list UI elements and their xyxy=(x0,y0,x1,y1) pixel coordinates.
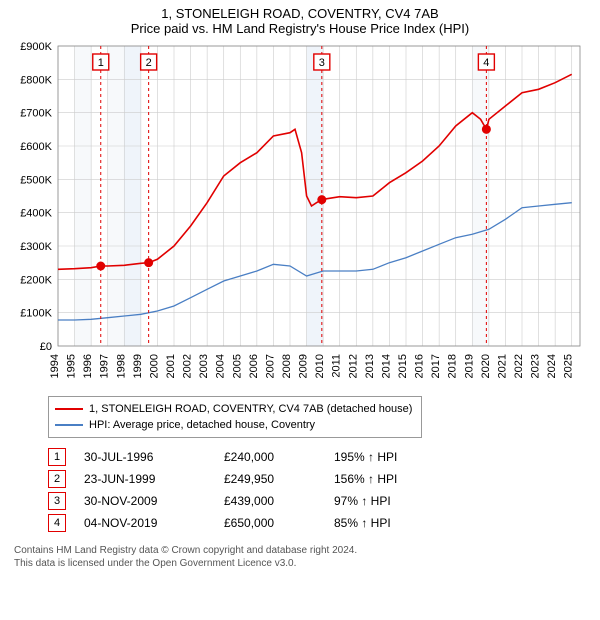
marker-number: 2 xyxy=(146,57,152,69)
marker-dot xyxy=(317,195,326,204)
y-tick-label: £600K xyxy=(20,141,52,153)
transaction-marker-box: 1 xyxy=(48,448,66,466)
x-tick-label: 2004 xyxy=(215,354,227,378)
x-tick-label: 1995 xyxy=(66,354,78,378)
transaction-price: £650,000 xyxy=(224,516,334,530)
marker-number: 3 xyxy=(319,57,325,69)
legend-hpi: HPI: Average price, detached house, Cove… xyxy=(55,417,415,433)
transaction-price: £439,000 xyxy=(224,494,334,508)
transaction-hpi: 156% ↑ HPI xyxy=(334,472,397,486)
x-tick-label: 2001 xyxy=(165,354,177,378)
x-tick-label: 2013 xyxy=(364,354,376,378)
x-tick-label: 2006 xyxy=(248,354,260,378)
legend-swatch xyxy=(55,424,83,426)
chart-subtitle: Price paid vs. HM Land Registry's House … xyxy=(0,21,600,36)
x-tick-label: 2019 xyxy=(463,354,475,378)
x-tick-label: 2000 xyxy=(148,354,160,378)
x-tick-label: 2008 xyxy=(281,354,293,378)
legend-main: 1, STONELEIGH ROAD, COVENTRY, CV4 7AB (d… xyxy=(55,401,415,417)
transaction-marker-box: 2 xyxy=(48,470,66,488)
transaction-price: £249,950 xyxy=(224,472,334,486)
x-tick-label: 2021 xyxy=(496,354,508,378)
x-tick-label: 2009 xyxy=(298,354,310,378)
legend-swatch xyxy=(55,408,83,410)
x-tick-label: 2025 xyxy=(563,354,575,378)
x-tick-label: 2020 xyxy=(480,354,492,378)
chart-area: £0 £100K £200K £300K £400K £500K £600K £700K £80… xyxy=(10,40,590,390)
x-tick-label: 2024 xyxy=(546,354,558,378)
chart-svg: £0 £100K £200K £300K £400K £500K £600K £700K £80… xyxy=(10,40,590,390)
x-tick-label: 1996 xyxy=(82,354,94,378)
transaction-table: 1 30-JUL-1996£240,000195% ↑ HPI 2 23-JUN-19… xyxy=(48,446,590,534)
x-tick-label: 2002 xyxy=(182,354,194,378)
x-tick-label: 2015 xyxy=(397,354,409,378)
marker-dot xyxy=(96,262,105,271)
x-tick-label: 2011 xyxy=(331,354,343,378)
shade-band xyxy=(75,46,92,346)
x-tick-label: 2018 xyxy=(447,354,459,378)
legend-label: HPI: Average price, detached house, Cove… xyxy=(89,419,315,431)
chart-title: 1, STONELEIGH ROAD, COVENTRY, CV4 7AB xyxy=(0,6,600,21)
transaction-hpi: 85% ↑ HPI xyxy=(334,516,391,530)
x-tick-label: 2017 xyxy=(430,354,442,378)
transaction-date: 04-NOV-2019 xyxy=(84,516,224,530)
transaction-row: 2 23-JUN-1999£249,950156% ↑ HPI xyxy=(48,468,590,490)
y-tick-label: £700K xyxy=(20,108,52,120)
transaction-row: 3 30-NOV-2009£439,00097% ↑ HPI xyxy=(48,490,590,512)
x-tick-label: 2022 xyxy=(513,354,525,378)
transaction-marker-box: 3 xyxy=(48,492,66,510)
y-tick-label: £300K xyxy=(20,241,52,253)
x-tick-label: 2012 xyxy=(347,354,359,378)
x-tick-label: 1994 xyxy=(49,354,61,378)
transaction-date: 30-NOV-2009 xyxy=(84,494,224,508)
marker-number: 4 xyxy=(483,57,489,69)
y-tick-label: £900K xyxy=(20,41,52,53)
y-tick-label: £200K xyxy=(20,274,52,286)
marker-number: 1 xyxy=(98,57,104,69)
y-tick-label: £100K xyxy=(20,308,52,320)
shade-band xyxy=(108,46,125,346)
y-tick-label: £500K xyxy=(20,174,52,186)
y-tick-label: £0 xyxy=(40,341,52,353)
x-tick-label: 2016 xyxy=(414,354,426,378)
x-tick-label: 1998 xyxy=(115,354,127,378)
legend-label: 1, STONELEIGH ROAD, COVENTRY, CV4 7AB (d… xyxy=(89,403,412,415)
transaction-date: 30-JUL-1996 xyxy=(84,450,224,464)
y-tick-label: £400K xyxy=(20,208,52,220)
page-root: 1, STONELEIGH ROAD, COVENTRY, CV4 7AB Pr… xyxy=(0,0,600,620)
marker-dot xyxy=(144,258,153,267)
x-tick-label: 2003 xyxy=(198,354,210,378)
transaction-date: 23-JUN-1999 xyxy=(84,472,224,486)
x-tick-label: 2023 xyxy=(530,354,542,378)
marker-dot xyxy=(482,125,491,134)
x-tick-label: 1999 xyxy=(132,354,144,378)
legend-box: 1, STONELEIGH ROAD, COVENTRY, CV4 7AB (d… xyxy=(48,396,422,438)
x-tick-label: 2014 xyxy=(380,354,392,378)
transaction-marker-box: 4 xyxy=(48,514,66,532)
transaction-hpi: 97% ↑ HPI xyxy=(334,494,391,508)
transaction-hpi: 195% ↑ HPI xyxy=(334,450,397,464)
footer-text: Contains HM Land Registry data © Crown c… xyxy=(14,544,590,570)
footer-line-2: This data is licensed under the Open Gov… xyxy=(14,557,590,570)
shade-band xyxy=(124,46,141,346)
transaction-price: £240,000 xyxy=(224,450,334,464)
x-tick-label: 2010 xyxy=(314,354,326,378)
footer-line-1: Contains HM Land Registry data © Crown c… xyxy=(14,544,590,557)
x-tick-label: 2007 xyxy=(264,354,276,378)
x-tick-label: 1997 xyxy=(99,354,111,378)
y-tick-label: £800K xyxy=(20,74,52,86)
transaction-row: 1 30-JUL-1996£240,000195% ↑ HPI xyxy=(48,446,590,468)
x-tick-label: 2005 xyxy=(231,354,243,378)
transaction-row: 4 04-NOV-2019£650,00085% ↑ HPI xyxy=(48,512,590,534)
